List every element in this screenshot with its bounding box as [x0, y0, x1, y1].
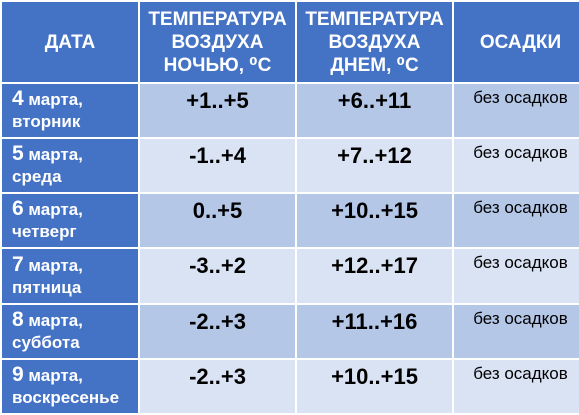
date-cell: 4 марта, вторник [0, 81, 140, 140]
table-header: ДАТА ТЕМПЕРАТУРА ВОЗДУХА НОЧЬЮ, ⁰С ТЕМПЕ… [0, 0, 579, 84]
precipitation-cell: без осадков [452, 247, 579, 305]
date-cell: 7 марта, пятница [0, 247, 140, 305]
weekday-label: воскресенье [12, 387, 120, 407]
table-body: 4 марта, вторник +1..+5 +6..+11 без осад… [0, 81, 579, 415]
header-date: ДАТА [0, 0, 140, 84]
day-temperature-cell: +10..+15 [295, 192, 454, 250]
precipitation-cell: без осадков [452, 357, 579, 415]
header-day-line-3: ДНЕМ, ⁰С [330, 54, 419, 76]
day-number: 7 [12, 252, 24, 276]
table-row: 4 марта, вторник +1..+5 +6..+11 без осад… [0, 81, 579, 140]
night-temperature-cell: +1..+5 [138, 81, 297, 140]
header-precip-label: ОСАДКИ [479, 31, 562, 53]
day-number: 9 [12, 362, 24, 386]
day-temperature-cell: +7..+12 [295, 137, 454, 195]
header-date-label: ДАТА [44, 31, 96, 53]
day-number: 4 [12, 87, 24, 111]
weekday-label: суббота [12, 332, 80, 352]
header-day-line-2: ВОЗДУХА [328, 31, 421, 53]
header-night-temperature: ТЕМПЕРАТУРА ВОЗДУХА НОЧЬЮ, ⁰С [138, 0, 297, 84]
month-label: марта, [28, 90, 83, 110]
day-temperature-cell: +11..+16 [295, 302, 454, 360]
header-day-line-1: ТЕМПЕРАТУРА [305, 8, 444, 30]
date-cell: 8 марта, суббота [0, 302, 140, 360]
day-temperature-cell: +12..+17 [295, 247, 454, 305]
night-temperature-cell: -3..+2 [138, 247, 297, 305]
day-temperature-cell: +10..+15 [295, 357, 454, 415]
header-row: ДАТА ТЕМПЕРАТУРА ВОЗДУХА НОЧЬЮ, ⁰С ТЕМПЕ… [0, 0, 579, 84]
precipitation-cell: без осадков [452, 81, 579, 140]
table-row: 5 марта, среда -1..+4 +7..+12 без осадко… [0, 137, 579, 195]
weekday-label: среда [12, 167, 62, 187]
table-row: 9 марта, воскресенье -2..+3 +10..+15 без… [0, 357, 579, 415]
header-night-line-3: НОЧЬЮ, ⁰С [163, 54, 272, 76]
weekday-label: вторник [12, 112, 81, 132]
date-cell: 9 марта, воскресенье [0, 357, 140, 415]
day-number: 5 [12, 142, 24, 166]
day-number: 6 [12, 197, 24, 221]
header-day-temperature: ТЕМПЕРАТУРА ВОЗДУХА ДНЕМ, ⁰С [295, 0, 454, 84]
table-row: 7 марта, пятница -3..+2 +12..+17 без оса… [0, 247, 579, 305]
date-cell: 5 марта, среда [0, 137, 140, 195]
precipitation-cell: без осадков [452, 137, 579, 195]
precipitation-cell: без осадков [452, 192, 579, 250]
night-temperature-cell: -2..+3 [138, 302, 297, 360]
night-temperature-cell: -2..+3 [138, 357, 297, 415]
precipitation-cell: без осадков [452, 302, 579, 360]
month-label: марта, [28, 145, 83, 165]
month-label: марта, [28, 310, 83, 330]
table-row: 8 марта, суббота -2..+3 +11..+16 без оса… [0, 302, 579, 360]
weekday-label: пятница [12, 277, 82, 297]
night-temperature-cell: 0..+5 [138, 192, 297, 250]
day-temperature-cell: +6..+11 [295, 81, 454, 140]
day-number: 8 [12, 307, 24, 331]
month-label: марта, [28, 365, 83, 385]
header-night-line-1: ТЕМПЕРАТУРА [148, 8, 287, 30]
table-row: 6 марта, четверг 0..+5 +10..+15 без осад… [0, 192, 579, 250]
header-night-line-2: ВОЗДУХА [171, 31, 264, 53]
header-precipitation: ОСАДКИ [452, 0, 579, 84]
weekday-label: четверг [12, 222, 77, 242]
month-label: марта, [28, 200, 83, 220]
date-cell: 6 марта, четверг [0, 192, 140, 250]
night-temperature-cell: -1..+4 [138, 137, 297, 195]
month-label: марта, [28, 255, 83, 275]
